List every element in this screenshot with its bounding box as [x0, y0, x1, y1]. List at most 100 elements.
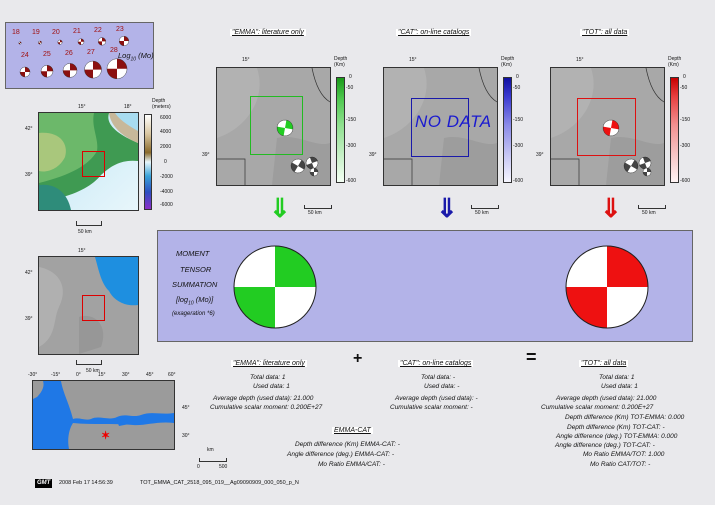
tot-depth-tick: -600: [680, 178, 691, 184]
summation-line-5: (exageration *6): [172, 311, 215, 317]
tot-mo-ratio-emma: Mo Ratio EMMA/TOT: 1.000: [583, 451, 665, 458]
tot-depth-colorbar: [670, 77, 679, 183]
grey-relief: [39, 257, 138, 354]
location-map: ✶: [32, 380, 175, 450]
grey-scale-label: 50 km: [86, 368, 100, 374]
location-marker: ✶: [101, 430, 111, 442]
legend-beachball: [18, 41, 22, 45]
emma-depth-tick: -600: [346, 178, 357, 184]
cat-down-arrow: ⇓: [436, 193, 458, 223]
cat-depth-colorbar: [503, 77, 512, 183]
topo-depth-ticks: 6000 4000 2000 0 -2000 -4000 -6000: [160, 114, 182, 208]
topo-depth-tick: -4000: [160, 189, 173, 195]
world-lon-labels: -30° -15° 0° 15° 30° 45° 60°: [28, 372, 178, 380]
stats-title-emma: "EMMA": literature only: [231, 360, 307, 367]
tot-region-box: [577, 98, 636, 156]
legend-exp-18: 18: [12, 29, 20, 36]
cat-depth-tick: -300: [513, 143, 524, 149]
emma-big-beachball: [233, 245, 317, 329]
legend-beachball: [84, 60, 102, 79]
cat-average-depth: Average depth (used data): -: [395, 395, 478, 402]
topo-depth-tick: -2000: [160, 174, 173, 180]
summation-line-1: MOMENT: [176, 249, 210, 258]
world-scale-bar: [199, 458, 227, 462]
legend-beachball: [38, 40, 42, 45]
emma-depth-tick: -50: [346, 85, 354, 91]
topo-depth-tick: 0: [164, 159, 167, 165]
tot-angle-diff-emma: Angle difference (deg.) TOT-EMMA: 0.000: [556, 433, 678, 440]
legend-exp-27: 27: [87, 49, 95, 56]
legend-beachball: [40, 65, 54, 78]
emma-used-data: Used data: 1: [253, 383, 290, 390]
legend-exp-23: 23: [116, 26, 124, 33]
world-lon-label: 30°: [122, 372, 130, 378]
legend-exp-19: 19: [32, 29, 40, 36]
legend-exp-26: 26: [65, 50, 73, 57]
tot-big-beachball: [565, 245, 649, 329]
topo-depth-colorbar: [144, 114, 152, 210]
cat-depth-tick: -150: [513, 117, 524, 123]
legend-label: Log10 (Mo): [118, 51, 154, 63]
tot-angle-diff-cat: Angle difference (deg.) TOT-CAT: -: [555, 442, 655, 449]
legend-exp-21: 21: [73, 28, 81, 35]
topo-depth-title: Depth (meters): [152, 98, 171, 110]
tot-mo-ratio-cat: Mo Ratio CAT/TOT: -: [590, 461, 651, 468]
legend-beachball: [62, 63, 78, 78]
tot-used-data: Used data: 1: [601, 383, 638, 390]
emma-cat-title: EMMA-CAT: [332, 427, 373, 434]
grey-relief-map: [38, 256, 139, 355]
emma-depth-tick: 0: [349, 74, 352, 80]
tot-scale-bar: [638, 205, 666, 209]
emma-scalar-moment: Cumulative scalar moment: 0.200E+27: [210, 404, 323, 411]
topo-lat-42: 42°: [25, 126, 33, 132]
summation-line-3: SUMMATION: [172, 280, 218, 289]
emma-map: [216, 67, 331, 186]
cat-lat-label: 39°: [369, 152, 377, 158]
cat-scale-label: 50 km: [475, 210, 489, 216]
tot-depth-diff-cat: Depth difference (Km) TOT-CAT: -: [567, 424, 665, 431]
legend-beachball: [77, 38, 85, 45]
tot-total-data: Total data: 1: [599, 374, 635, 381]
tot-map: [550, 67, 665, 186]
cat-depth-ticks: 0 -50 -150 -300 -600: [513, 74, 531, 185]
cat-scalar-moment: Cumulative scalar moment: -: [390, 404, 473, 411]
cat-scale-bar: [471, 205, 499, 209]
world-lon-label: -15°: [51, 372, 61, 378]
topo-scale-bar: [76, 221, 102, 226]
tot-depth-diff-emma: Depth difference (Km) TOT-EMMA: 0.000: [565, 414, 685, 421]
tot-depth-tick: 0: [683, 74, 686, 80]
tot-depth-tick: -50: [680, 85, 688, 91]
footer-filename: TOT_EMMA_CAT_2518_095_019__Ag09090909_00…: [140, 480, 299, 486]
legend-beachball: [57, 39, 63, 45]
world-lon-label: -30°: [28, 372, 38, 378]
gmt-logo: GMT: [35, 479, 53, 488]
tot-average-depth: Average depth (used data): 21.000: [556, 395, 657, 402]
world-scale-unit: km: [207, 447, 214, 453]
topo-scale-label: 50 km: [78, 229, 92, 235]
topo-lon-15: 15°: [78, 104, 86, 110]
tot-mini-beachball: [602, 119, 620, 137]
location-landmass: [33, 381, 174, 449]
emma-cat-angle-diff: Angle difference (deg.) EMMA-CAT: -: [287, 451, 395, 458]
equals-operator: =: [526, 347, 537, 367]
tot-summation-beachball: [565, 245, 649, 329]
cat-lon-label: 15°: [409, 57, 417, 63]
emma-depth-colorbar: [336, 77, 345, 183]
legend-exp-24: 24: [21, 52, 29, 59]
tot-depth-ticks: 0 -50 -150 -300 -600: [680, 74, 698, 185]
cat-depth-title: Depth (Km): [501, 56, 515, 68]
topo-depth-tick: 4000: [160, 129, 172, 135]
cat-depth-tick: 0: [516, 74, 519, 80]
neighbour-beachball: [309, 167, 319, 177]
legend-beachballs: [18, 35, 129, 79]
world-lon-label: 45°: [146, 372, 154, 378]
legend-beachball: [106, 58, 128, 79]
world-lat-45: 45°: [182, 405, 190, 411]
cat-depth-tick: -50: [513, 85, 521, 91]
neighbour-beachball: [290, 158, 306, 174]
grey-lat-42: 42°: [25, 270, 33, 276]
neighbour-beachball: [642, 167, 652, 177]
summation-line-2: TENSOR: [180, 265, 212, 274]
stats-title-cat: "CAT": on-line catalogs: [398, 360, 474, 367]
stats-title-tot: "TOT": all data: [579, 360, 629, 367]
